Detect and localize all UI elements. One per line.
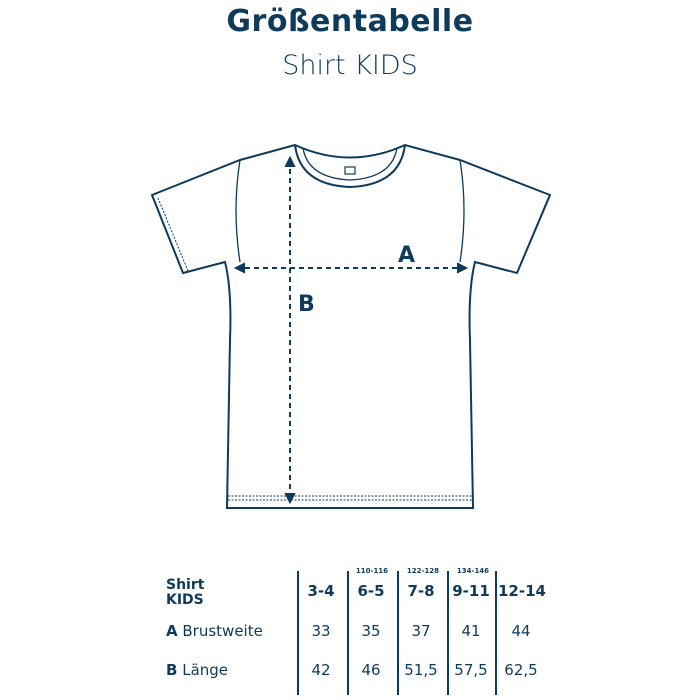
col-sub: 134-146 (456, 567, 490, 575)
table-cell: 46 (361, 661, 381, 679)
row-name: Länge (182, 661, 229, 679)
page-title: Größentabelle (226, 4, 474, 39)
table-corner: Shirt KIDS (166, 578, 204, 608)
shirt-diagram: A B (150, 143, 552, 509)
table-cell: 57,5 (454, 661, 488, 679)
col-header: 7-8 (407, 582, 435, 600)
table-cell: 44 (511, 622, 531, 640)
row-letter: A (166, 622, 178, 640)
divider (447, 571, 449, 695)
page-subtitle: Shirt KIDS (282, 50, 418, 81)
divider (347, 571, 349, 695)
col-header: 12-14 (498, 582, 546, 600)
divider (397, 571, 399, 695)
row-label: B Länge (166, 661, 228, 679)
table-cell: 35 (361, 622, 381, 640)
table-cell: 33 (311, 622, 331, 640)
label-b: B (298, 292, 315, 317)
row-label: A Brustweite (166, 622, 263, 640)
label-a: A (398, 243, 415, 268)
col-header: 6-5 (357, 582, 385, 600)
shirt-outline (150, 143, 552, 509)
col-sub: 122-128 (406, 567, 440, 575)
divider (495, 571, 497, 695)
divider (297, 571, 299, 695)
col-sub: 110-116 (355, 567, 389, 575)
table-cell: 62,5 (504, 661, 538, 679)
row-letter: B (166, 661, 178, 679)
corner-line-1: Shirt (166, 577, 205, 593)
table-cell: 37 (411, 622, 431, 640)
col-header: 9-11 (452, 582, 490, 600)
col-header: 3-4 (307, 582, 335, 600)
table-cell: 42 (311, 661, 331, 679)
row-name: Brustweite (182, 622, 263, 640)
corner-line-2: KIDS (166, 592, 204, 608)
table-cell: 41 (461, 622, 481, 640)
table-cell: 51,5 (404, 661, 438, 679)
